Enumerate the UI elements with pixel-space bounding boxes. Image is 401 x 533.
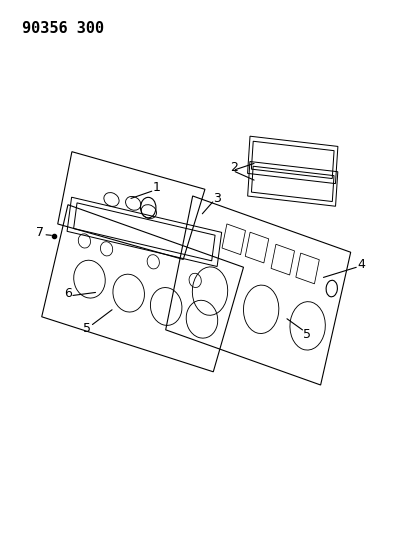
Text: 7: 7 [36, 226, 44, 239]
Text: 3: 3 [213, 192, 221, 205]
Text: 5: 5 [303, 328, 311, 341]
Text: 2: 2 [230, 161, 238, 174]
Text: 4: 4 [357, 259, 365, 271]
Text: 1: 1 [152, 181, 160, 194]
Text: 6: 6 [64, 287, 72, 300]
Text: 5: 5 [83, 322, 91, 335]
Text: 90356 300: 90356 300 [22, 21, 104, 36]
